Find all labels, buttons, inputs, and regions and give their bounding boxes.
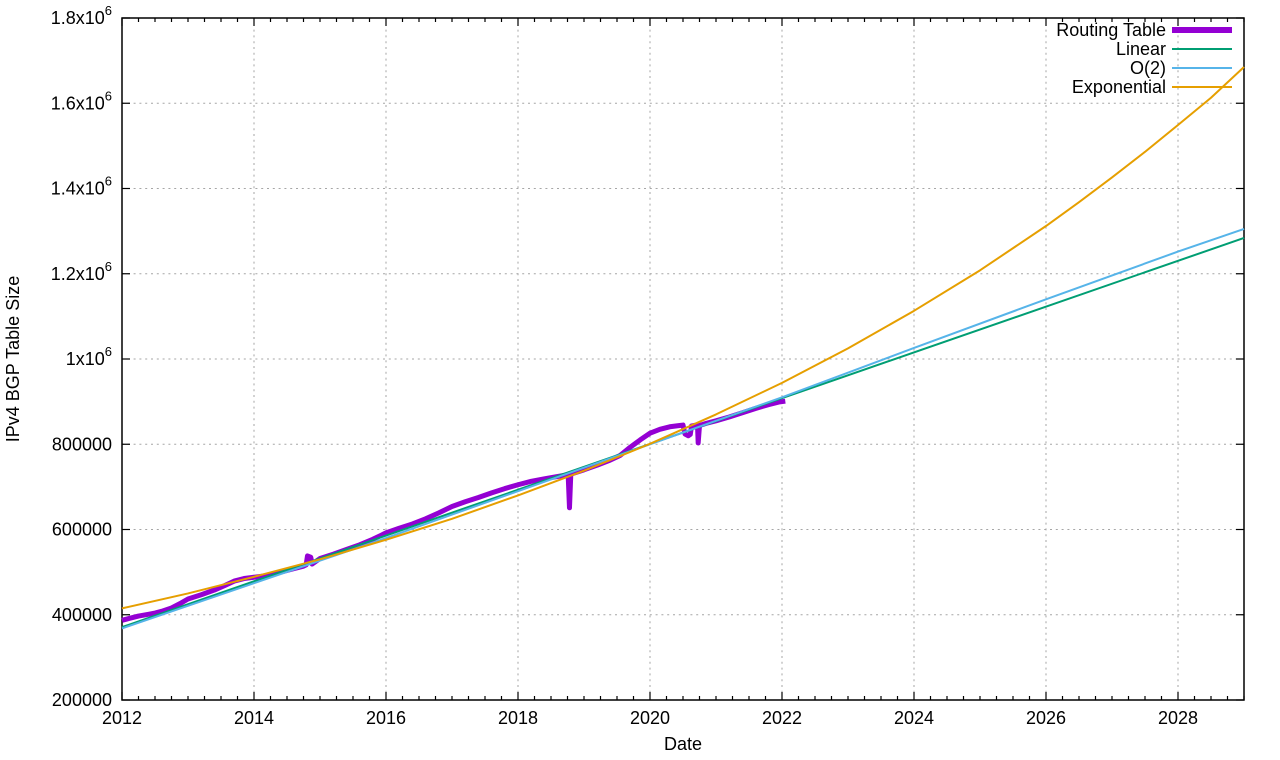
x-tick-label: 2022 <box>762 708 802 728</box>
legend-label: O(2) <box>1130 58 1166 78</box>
y-tick-label: 1.8x106 <box>51 3 112 28</box>
x-tick-label: 2026 <box>1026 708 1066 728</box>
legend-item-routing-table: Routing Table <box>1056 20 1232 40</box>
x-tick-label: 2024 <box>894 708 934 728</box>
x-tick-label: 2020 <box>630 708 670 728</box>
legend-item-linear: Linear <box>1116 39 1232 59</box>
axes: 2012 2014 2016 2018 2020 2022 2024 2026 2028 2000… <box>51 3 1245 728</box>
series-lines <box>121 66 1245 630</box>
x-tick-label: 2018 <box>498 708 538 728</box>
x-tick-label: 2012 <box>102 708 142 728</box>
y-tick-label: 400000 <box>52 605 112 625</box>
y-tick-label: 1x106 <box>66 344 112 369</box>
x-tick-label: 2016 <box>366 708 406 728</box>
y-tick-label: 1.6x106 <box>51 88 112 113</box>
legend-item-exponential: Exponential <box>1072 77 1232 97</box>
series-exponential <box>121 66 1245 610</box>
legend-label: Routing Table <box>1056 20 1166 40</box>
y-tick-label: 200000 <box>52 690 112 710</box>
x-axis-label: Date <box>664 734 702 754</box>
y-axis-label: IPv4 BGP Table Size <box>3 276 23 442</box>
legend-item-o-2: O(2) <box>1130 58 1232 78</box>
y-tick-label: 800000 <box>52 434 112 454</box>
grid <box>122 18 1244 700</box>
x-tick-label: 2028 <box>1158 708 1198 728</box>
series-o-2 <box>121 228 1245 630</box>
y-tick-label: 600000 <box>52 520 112 540</box>
y-tick-label: 1.2x106 <box>51 259 112 284</box>
legend-label: Exponential <box>1072 77 1166 97</box>
legend-label: Linear <box>1116 39 1166 59</box>
y-tick-label: 1.4x106 <box>51 174 112 199</box>
x-tick-label: 2014 <box>234 708 274 728</box>
series-routing-table <box>121 398 786 623</box>
